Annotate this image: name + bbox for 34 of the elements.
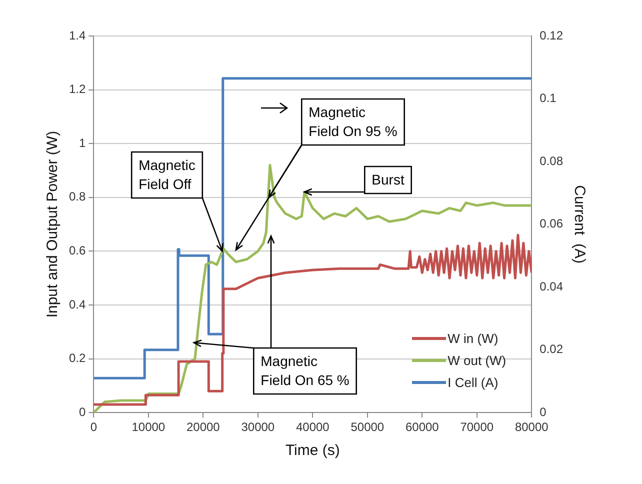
y2-tick-label: 0.04 xyxy=(540,279,564,294)
y2-tick-label: 0 xyxy=(540,404,547,419)
y-tick-label: 0.6 xyxy=(68,244,86,258)
x-tick-label: 0 xyxy=(90,420,98,434)
y-axis-title: Input and Output Power (W) xyxy=(44,130,62,318)
y-tick-label: 0.2 xyxy=(68,351,86,366)
x-tick-label: 20000 xyxy=(186,420,220,434)
x-axis-title: Time (s) xyxy=(285,442,340,460)
y-tick-label: 0 xyxy=(78,404,86,419)
x-tick-label: 70000 xyxy=(460,420,494,434)
y-tick-label: 0.8 xyxy=(68,190,86,204)
annotation: Magnetic Field On 95 % xyxy=(308,104,398,139)
annotation: Burst xyxy=(372,171,404,188)
y-tick-label: 1.2 xyxy=(68,82,86,96)
y2-tick-label: 0.06 xyxy=(540,216,564,231)
legend-label: W out (W) xyxy=(448,353,506,368)
y2-tick-label: 0.02 xyxy=(540,342,564,356)
y-tick-label: 1 xyxy=(78,136,86,150)
y2-tick-label: 0.08 xyxy=(540,154,564,168)
x-tick-label: 80000 xyxy=(514,420,549,434)
y-tick-label: 0.4 xyxy=(68,297,86,312)
legend-label: W in (W) xyxy=(448,331,498,346)
x-tick-label: 40000 xyxy=(296,420,330,434)
annotation: Magnetic Field On 65 % xyxy=(260,352,350,388)
x-tick-label: 60000 xyxy=(405,420,440,434)
y2-tick-label: 0.12 xyxy=(540,28,564,42)
x-tick-label: 50000 xyxy=(350,420,384,434)
y-tick-label: 1.4 xyxy=(68,28,86,42)
y2-axis-title: Current (A) xyxy=(570,185,588,264)
legend-label: I Cell (A) xyxy=(448,375,498,390)
y2-tick-label: 0.1 xyxy=(540,91,557,106)
annotation: Magnetic Field Off xyxy=(138,156,196,192)
x-tick-label: 30000 xyxy=(241,420,275,434)
x-tick-label: 10000 xyxy=(132,420,166,434)
